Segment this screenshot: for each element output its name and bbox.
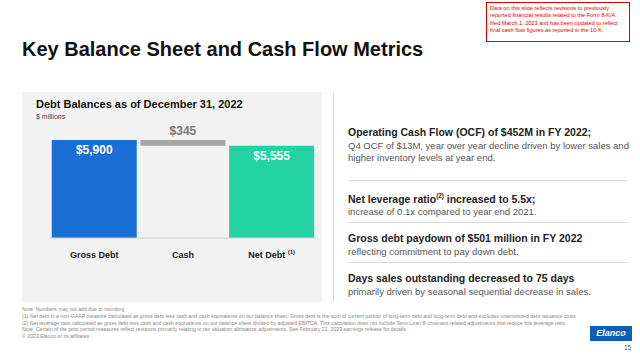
html-text:(1) Net debt is a non-GAAP mea: (1) Net debt is a non-GAAP measure calcu… bbox=[22, 312, 576, 326]
html-text:Q4 OCF of $13M, year over year: Q4 OCF of $13M, year over year decline d… bbox=[348, 139, 629, 163]
svg-text:$345: $345 bbox=[170, 124, 197, 138]
html-text:Days sales outstanding decreas: Days sales outstanding decreased to 75 d… bbox=[348, 272, 575, 284]
svg-text:Net Debt (1): Net Debt (1) bbox=[248, 249, 295, 260]
html-text:© 2023 Elanco or its affiliate: © 2023 Elanco or its affiliates bbox=[22, 333, 90, 339]
html-text:increase of 0.1x compared to y: increase of 0.1x compared to year end 20… bbox=[348, 206, 537, 218]
html-text:Elanco: Elanco bbox=[596, 328, 626, 338]
html-text:Data on this slide reflects re: Data on this slide reflects revisions to… bbox=[490, 5, 618, 33]
html-text:Note: Numbers may not add due: Note: Numbers may not add due to roundin… bbox=[22, 306, 125, 312]
html-text:15: 15 bbox=[624, 344, 632, 351]
html-text:Key Balance Sheet and Cash Flo: Key Balance Sheet and Cash Flow Metrics bbox=[22, 38, 424, 60]
html-text:primarily driven by seasonal s: primarily driven by seasonal sequential … bbox=[348, 285, 591, 297]
svg-text:Gross Debt: Gross Debt bbox=[70, 250, 119, 260]
html-text:Note: Certain of the prior per: Note: Certain of the prior period measur… bbox=[22, 326, 408, 333]
html-text:Operating Cash Flow (OCF) of $: Operating Cash Flow (OCF) of $452M in FY… bbox=[348, 126, 592, 138]
html-text:Net leverage ratio(2)increased: Net leverage ratio(2)increased to 5.5x; bbox=[348, 192, 536, 205]
html-text:$ millions: $ millions bbox=[36, 113, 66, 120]
html-text:Gross debt paydown of $501 mil: Gross debt paydown of $501 million in FY… bbox=[348, 232, 583, 244]
svg-text:$5,555: $5,555 bbox=[253, 149, 290, 163]
svg-text:Cash: Cash bbox=[172, 250, 194, 260]
html-text:reflecting commitment to pay d: reflecting commitment to pay down debt. bbox=[348, 245, 519, 257]
svg-text:$5,900: $5,900 bbox=[76, 143, 113, 157]
html-text:Debt Balances as of December 3: Debt Balances as of December 31, 2022 bbox=[36, 98, 243, 110]
